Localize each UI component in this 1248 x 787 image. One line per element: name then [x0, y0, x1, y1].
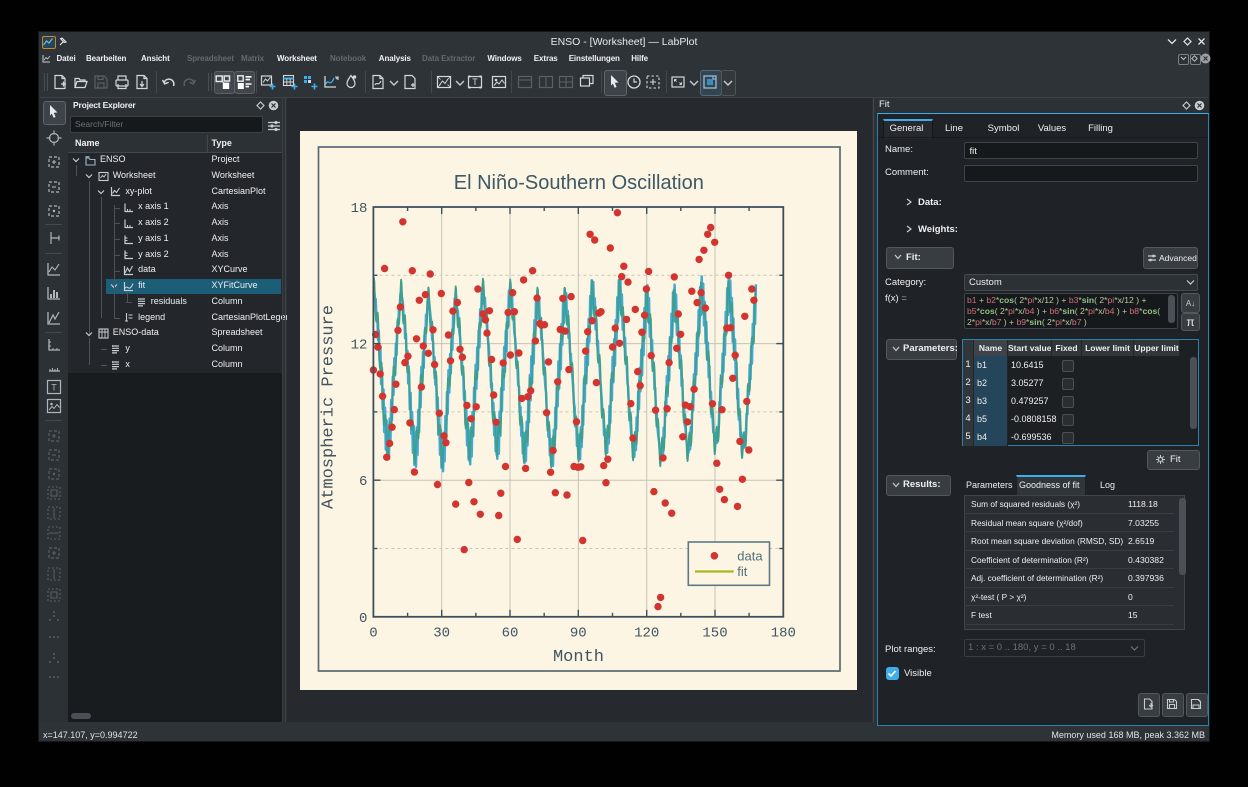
svg-text:Atmospheric Pressure: Atmospheric Pressure — [320, 305, 339, 509]
svg-text:12: 12 — [351, 338, 368, 354]
svg-text:Month: Month — [553, 648, 604, 667]
svg-text:fit: fit — [737, 564, 748, 579]
svg-text:150: 150 — [702, 625, 727, 641]
svg-text:0: 0 — [359, 611, 367, 627]
svg-text:60: 60 — [502, 625, 519, 641]
svg-text:0: 0 — [369, 625, 377, 641]
svg-text:180: 180 — [771, 625, 796, 641]
svg-text:30: 30 — [433, 625, 450, 641]
svg-text:T: T — [472, 77, 478, 87]
svg-text:El Niño-Southern Oscillation: El Niño-Southern Oscillation — [454, 172, 704, 194]
svg-text:6: 6 — [359, 474, 367, 490]
svg-text:120: 120 — [634, 625, 659, 641]
svg-text:T: T — [51, 383, 57, 393]
svg-text:data: data — [737, 548, 763, 563]
svg-text:90: 90 — [570, 625, 587, 641]
svg-text:18: 18 — [351, 201, 368, 217]
